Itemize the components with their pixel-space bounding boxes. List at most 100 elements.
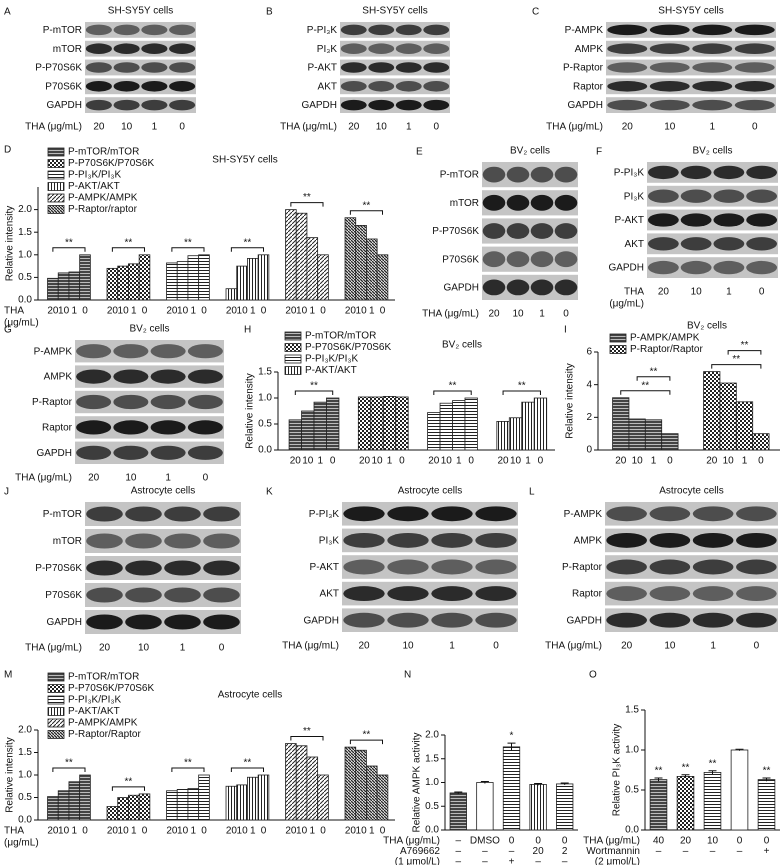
blot-row-label: Raptor bbox=[42, 423, 73, 434]
blot-band bbox=[76, 445, 112, 460]
blot-row-label: GAPDH bbox=[443, 283, 479, 294]
blot-band bbox=[734, 43, 775, 54]
bar bbox=[676, 776, 695, 831]
blot-band bbox=[203, 587, 240, 603]
blot-band bbox=[368, 43, 395, 54]
blot-row-label: GAPDH bbox=[567, 100, 603, 111]
panel-letter: F bbox=[596, 147, 602, 158]
lane-label: 1 bbox=[449, 641, 455, 652]
blot-band bbox=[692, 532, 734, 548]
y-tick-label: 0.5 bbox=[258, 419, 272, 430]
bar bbox=[357, 396, 372, 451]
significance-bracket bbox=[111, 786, 146, 791]
y-tick-label: 1.5 bbox=[18, 747, 32, 758]
blot-band bbox=[113, 394, 149, 410]
blot-band bbox=[692, 99, 733, 111]
lane-label: 1 bbox=[726, 287, 732, 298]
blot-band bbox=[649, 62, 690, 73]
table-cell: + bbox=[764, 846, 770, 857]
x-tick-label: 10 bbox=[296, 826, 308, 837]
bar bbox=[344, 746, 357, 821]
blot-band bbox=[713, 165, 745, 180]
chart-title: SH-SY5Y cells bbox=[212, 155, 277, 166]
blot-row-label: GAPDH bbox=[46, 617, 82, 628]
blot-band bbox=[692, 81, 733, 92]
y-tick-label: 0.5 bbox=[18, 792, 32, 803]
x-tick-label: 20 bbox=[345, 306, 357, 317]
blot-band bbox=[482, 251, 506, 268]
blot-band bbox=[692, 612, 734, 628]
lane-label: 20 bbox=[621, 641, 633, 652]
blot-band bbox=[125, 506, 162, 522]
bar bbox=[198, 254, 210, 301]
significance-bracket bbox=[502, 390, 541, 395]
lane-label: 10 bbox=[691, 287, 703, 298]
blot-band bbox=[431, 532, 473, 548]
blot-row-label: P-P70S6K bbox=[432, 226, 479, 237]
blot-row-label: P-AKT bbox=[308, 63, 337, 74]
blot-band bbox=[680, 260, 712, 275]
blot-band bbox=[506, 194, 530, 211]
bar bbox=[502, 746, 521, 831]
error-bar bbox=[762, 777, 771, 782]
bar bbox=[344, 217, 357, 301]
blot-strip bbox=[605, 502, 778, 526]
blot-band bbox=[746, 237, 778, 251]
blot-strip bbox=[606, 22, 776, 38]
blot-strip bbox=[340, 59, 450, 76]
blot-band bbox=[169, 24, 196, 36]
panel-letter: M bbox=[4, 670, 12, 681]
blot-row-label: P-Raptor bbox=[562, 562, 603, 573]
blot-strip bbox=[75, 365, 224, 388]
x-tick-label: 0 bbox=[380, 826, 386, 837]
blot-row-label: AMPK bbox=[574, 536, 603, 547]
bar bbox=[452, 400, 466, 451]
blot-band bbox=[368, 62, 395, 73]
panel-letter: N bbox=[404, 670, 411, 681]
lane-label: 1 bbox=[709, 122, 715, 133]
panel-letter: G bbox=[4, 325, 12, 336]
blot-band bbox=[713, 213, 745, 227]
significance-label: ** bbox=[449, 381, 457, 392]
blot-band bbox=[76, 394, 112, 410]
x-tick-label: 1 bbox=[191, 306, 197, 317]
bar bbox=[644, 419, 663, 451]
lane-label: 20 bbox=[88, 473, 100, 484]
x-tick-label: 1 bbox=[456, 456, 462, 467]
blot-strip bbox=[606, 78, 776, 95]
bar bbox=[117, 797, 129, 821]
significance-bracket bbox=[711, 364, 762, 369]
blot-band bbox=[395, 43, 422, 54]
y-axis-title: Relative AMPK activity bbox=[412, 732, 423, 832]
significance-bracket bbox=[294, 390, 334, 395]
x-tick-label: 20 bbox=[107, 306, 119, 317]
blot-band bbox=[387, 532, 429, 548]
x-tick-label: 10 bbox=[58, 826, 70, 837]
blot-band bbox=[475, 612, 517, 628]
y-tick-label: 6 bbox=[586, 347, 592, 358]
x-tick-label: 10 bbox=[177, 826, 189, 837]
x-tick-label: 20 bbox=[166, 306, 178, 317]
significance-bracket bbox=[433, 390, 472, 395]
blot-band bbox=[164, 506, 201, 522]
legend-swatch bbox=[47, 193, 65, 203]
y-tick-label: 1.0 bbox=[18, 249, 32, 260]
legend-label: P-Raptor/Raptor bbox=[630, 344, 703, 355]
blot-band bbox=[387, 586, 429, 602]
blot-row-label: P-mTOR bbox=[43, 25, 82, 36]
lane-label: 0 bbox=[203, 473, 209, 484]
x-tick-label: 1 bbox=[250, 306, 256, 317]
error-bar bbox=[735, 748, 744, 751]
blot-band bbox=[734, 81, 775, 92]
bar bbox=[166, 790, 178, 821]
bar bbox=[166, 262, 178, 301]
blot-band bbox=[368, 24, 395, 36]
lane-label: 0 bbox=[179, 122, 185, 133]
significance-bracket bbox=[230, 247, 265, 252]
bar bbox=[106, 267, 119, 301]
row-label: THA (μg/mL) bbox=[583, 836, 640, 847]
error-bar bbox=[454, 791, 463, 794]
bar bbox=[730, 749, 749, 831]
legend-swatch bbox=[47, 182, 65, 191]
blot-band bbox=[141, 81, 168, 92]
